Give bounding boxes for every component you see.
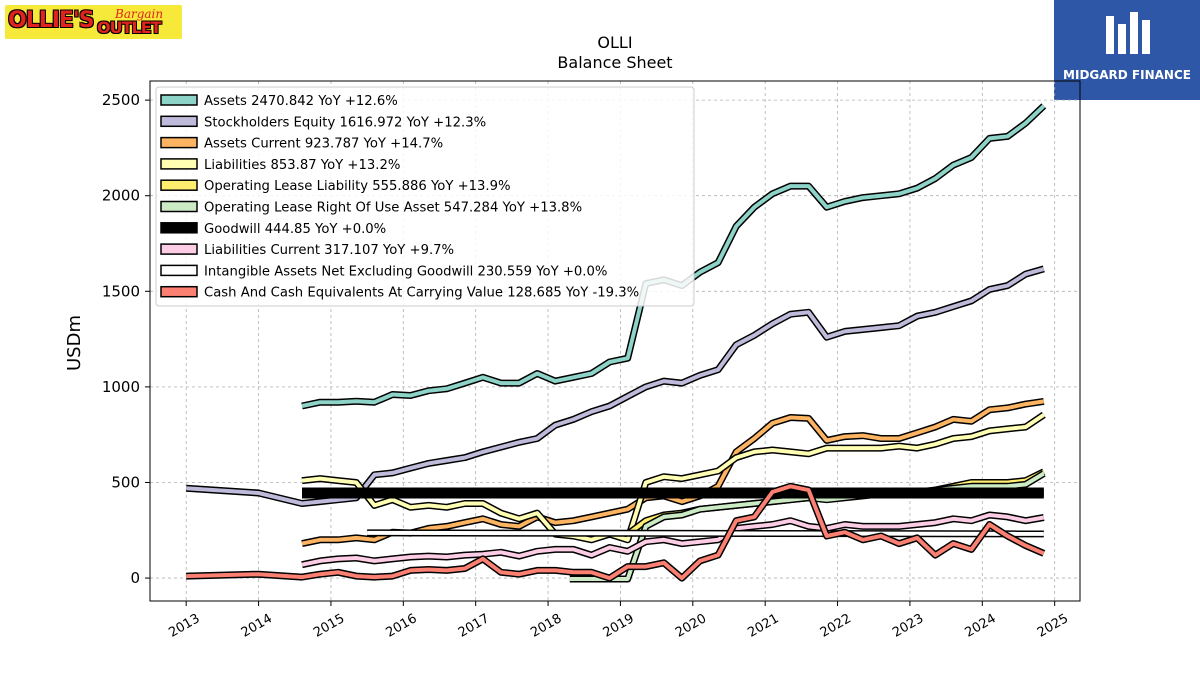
legend-swatch (160, 179, 198, 191)
x-tick-label: 2014 (239, 611, 275, 641)
legend-swatch (160, 136, 198, 149)
series-line-liabilities (301, 413, 1045, 542)
legend-entry: Operating Lease Right Of Use Asset 547.2… (204, 201, 582, 216)
olli-logo: OLLIE'S Bargain OUTLET (5, 5, 182, 39)
x-tick-label: 2023 (890, 611, 926, 641)
x-tick-label: 2016 (383, 611, 419, 641)
x-tick-label: 2015 (311, 611, 347, 641)
series-group (185, 103, 1047, 583)
x-tick-label: 2017 (456, 611, 492, 641)
legend-swatch (160, 94, 198, 106)
y-tick-label: 0 (130, 569, 140, 587)
x-tick-label: 2022 (818, 611, 854, 641)
x-tick-label: 2020 (673, 611, 709, 641)
legend-swatch (160, 222, 198, 234)
legend-swatch (160, 200, 198, 213)
olli-logo-subtext: Bargain (115, 7, 164, 21)
legend-entry: Operating Lease Liability 555.886 YoY +1… (204, 179, 511, 194)
plot-frame (149, 80, 1081, 602)
legend-swatch (160, 264, 198, 277)
midgard-finance-logo: MIDGARD FINANCE (1054, 0, 1200, 100)
legend-entry: Cash And Cash Equivalents At Carrying Va… (204, 286, 639, 301)
legend-entry: Assets Current 923.787 YoY +14.7% (204, 137, 443, 152)
legend-box (155, 86, 695, 307)
series-line-liabilities-current (301, 513, 1045, 567)
legend-entry: Liabilities 853.87 YoY +13.2% (204, 158, 400, 173)
midgard-emblem-icon (1106, 12, 1150, 54)
x-tick-label: 2021 (745, 611, 781, 641)
x-axis: 2013 2014 2015 2016 2017 2018 2019 2020 2021 2022… (166, 601, 1071, 641)
series-line-assets-current (301, 399, 1045, 546)
y-tick-label: 500 (111, 473, 140, 491)
y-tick-label: 2000 (102, 187, 140, 205)
legend-swatch (160, 158, 198, 170)
legend-entry: Liabilities Current 317.107 YoY +9.7% (204, 243, 454, 258)
legend: Assets 2470.842 YoY +12.6% Stockholders E… (155, 86, 695, 307)
legend-swatch (160, 285, 198, 298)
legend-swatch (160, 243, 198, 255)
series-line-stockholders-equity (186, 266, 1045, 506)
series-line-cash-and-cash-equivalents-at-carrying-value (186, 484, 1045, 581)
y-tick-label: 2500 (102, 91, 140, 109)
y-tick-label: 1500 (102, 282, 140, 300)
legend-entry: Stockholders Equity 1616.972 YoY +12.3% (204, 115, 486, 130)
chart-title: OLLI (597, 33, 632, 52)
legend-swatch (160, 115, 198, 128)
legend-entry: Assets 2470.842 YoY +12.6% (204, 94, 398, 109)
x-tick-label: 2018 (528, 611, 564, 641)
x-tick-label: 2013 (166, 611, 202, 641)
series-line-intangible-assets-net-excluding-goodwill (367, 530, 1044, 536)
legend-entry: Intangible Assets Net Excluding Goodwill… (204, 264, 607, 279)
y-axis-label: USDm (64, 315, 85, 371)
olli-logo-text: OLLIE'S (8, 8, 95, 33)
y-tick-label: 1000 (102, 378, 140, 396)
chart-subtitle: Balance Sheet (557, 53, 672, 72)
y-axis: 0 500 1000 1500 2000 2500 (102, 91, 150, 587)
x-tick-label: 2025 (1035, 611, 1071, 641)
midgard-finance-text: MIDGARD FINANCE (1063, 68, 1191, 82)
x-tick-label: 2024 (962, 611, 998, 641)
x-tick-label: 2019 (601, 611, 637, 641)
olli-logo-subtext2: OUTLET (97, 18, 162, 37)
legend-entry: Goodwill 444.85 YoY +0.0% (204, 222, 386, 237)
